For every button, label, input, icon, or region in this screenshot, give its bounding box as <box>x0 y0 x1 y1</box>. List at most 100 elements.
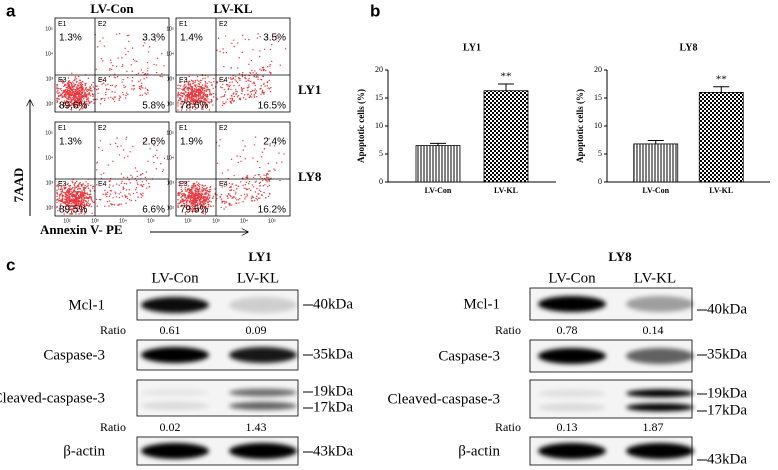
event-dot <box>120 182 123 185</box>
event-dot <box>244 198 246 200</box>
event-dot <box>102 79 104 81</box>
event-dot <box>192 187 195 189</box>
y-tick-label: 10⁴ <box>166 155 174 161</box>
event-dot <box>139 174 142 176</box>
y-tick-label: 10⁴ <box>45 51 53 57</box>
event-dot <box>68 204 70 207</box>
event-dot <box>200 87 203 89</box>
event-dot <box>191 209 194 211</box>
event-dot <box>178 181 180 184</box>
event-dot <box>68 93 71 95</box>
event-dot <box>80 206 82 208</box>
event-dot <box>60 87 62 90</box>
event-dot <box>185 197 187 199</box>
event-dot <box>207 203 209 206</box>
event-dot <box>224 185 226 187</box>
ratio-value: 0.78 <box>557 323 578 337</box>
event-dot <box>89 87 91 89</box>
event-dot <box>204 102 207 104</box>
event-dot <box>197 97 200 100</box>
event-dot <box>69 204 71 207</box>
event-dot <box>189 188 191 191</box>
event-dot <box>140 194 143 196</box>
event-dot <box>134 60 136 62</box>
event-dot <box>77 100 80 102</box>
event-dot <box>72 81 74 83</box>
event-dot <box>182 89 184 91</box>
event-dot <box>229 194 231 197</box>
event-dot <box>184 84 186 86</box>
event-dot <box>212 87 214 90</box>
event-dot <box>193 93 196 95</box>
event-dot <box>187 87 189 89</box>
event-dot <box>89 89 91 91</box>
event-dot <box>254 70 256 72</box>
event-dot <box>180 91 182 94</box>
event-dot <box>122 64 124 66</box>
event-dot <box>125 138 127 140</box>
event-dot <box>56 201 58 204</box>
event-dot <box>188 180 190 183</box>
event-dot <box>183 81 186 84</box>
event-dot <box>239 197 241 200</box>
x-tick-label: LV-Con <box>425 186 452 195</box>
event-dot <box>253 81 255 83</box>
event-dot <box>80 82 82 84</box>
event-dot <box>162 33 164 36</box>
event-dot <box>187 204 190 207</box>
event-dot <box>198 200 201 202</box>
event-dot <box>66 105 68 107</box>
chart-title: LY1 <box>463 42 481 53</box>
error-bar <box>713 86 730 93</box>
event-dot <box>192 103 194 106</box>
event-dot <box>187 192 189 194</box>
event-dot <box>115 196 118 198</box>
event-dot <box>79 102 81 104</box>
event-dot <box>262 66 265 69</box>
event-dot <box>69 94 72 97</box>
event-dot <box>228 85 231 88</box>
event-dot <box>219 139 221 141</box>
event-dot <box>72 93 74 96</box>
event-dot <box>192 91 194 93</box>
event-dot <box>111 84 114 87</box>
event-dot <box>84 192 86 194</box>
event-dot <box>96 46 99 48</box>
event-dot <box>183 86 185 88</box>
event-dot <box>70 106 73 109</box>
event-dot <box>66 195 69 197</box>
event-dot <box>131 47 134 49</box>
quadrant-percent: 3.5% <box>263 33 286 44</box>
event-dot <box>64 95 66 98</box>
event-dot <box>195 190 197 193</box>
event-dot <box>201 211 203 214</box>
event-dot <box>257 197 259 199</box>
event-dot <box>179 81 182 83</box>
event-dot <box>242 149 245 151</box>
event-dot <box>84 83 87 85</box>
event-dot <box>208 90 211 93</box>
event-dot <box>220 198 222 200</box>
event-dot <box>141 82 143 84</box>
event-dot <box>227 87 230 90</box>
event-dot <box>235 191 237 193</box>
event-dot <box>238 77 240 80</box>
event-dot <box>225 206 227 208</box>
event-dot <box>226 83 229 86</box>
event-dot <box>230 88 232 91</box>
event-dot <box>195 185 197 187</box>
event-dot <box>228 203 230 206</box>
event-dot <box>268 177 270 179</box>
event-dot <box>200 100 203 102</box>
event-dot <box>252 49 254 51</box>
event-dot <box>136 60 138 63</box>
event-dot <box>82 199 84 202</box>
event-dot <box>84 210 87 213</box>
event-dot <box>84 104 87 106</box>
event-dot <box>67 80 70 83</box>
event-dot <box>58 188 60 190</box>
event-dot <box>231 42 233 44</box>
event-dot <box>64 201 67 204</box>
event-dot <box>181 92 184 95</box>
event-dot <box>152 156 155 158</box>
